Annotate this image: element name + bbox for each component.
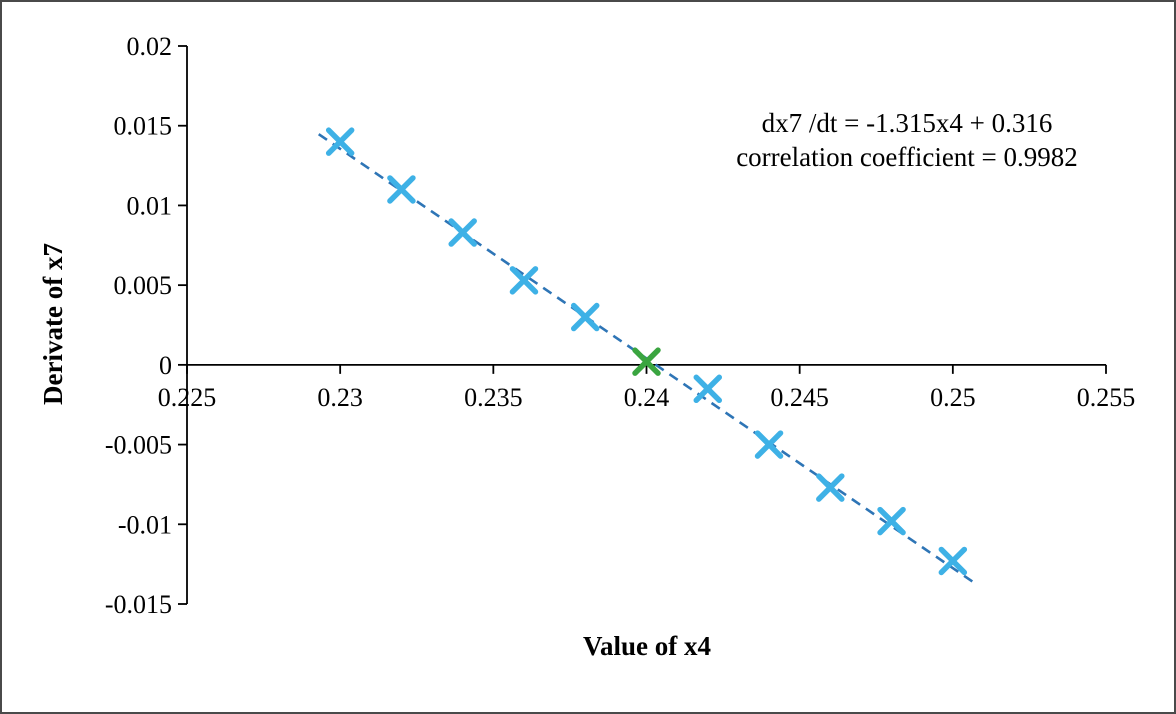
data-points-marker (693, 374, 723, 404)
y-tick-label: -0.005 (105, 431, 172, 460)
y-tick-label: 0 (159, 351, 172, 380)
x-tick-label: 0.235 (464, 383, 523, 412)
x-axis-title: Value of x4 (583, 631, 711, 661)
data-points-marker (325, 127, 355, 156)
x-tick-label: 0.25 (930, 383, 976, 412)
x-tick-label: 0.23 (317, 383, 363, 412)
data-points-marker (570, 302, 600, 332)
trendline-equation: dx7 /dt = -1.315x4 + 0.316 (762, 108, 1053, 138)
equilibrium-point-marker (632, 347, 661, 376)
y-tick-label: 0.01 (127, 191, 173, 220)
y-tick-label: 0.005 (114, 271, 173, 300)
data-points-marker (387, 175, 416, 204)
data-points-marker (754, 430, 784, 459)
data-points-marker (816, 473, 845, 502)
y-tick-label: -0.01 (118, 510, 172, 539)
y-tick-label: 0.02 (127, 32, 173, 61)
data-points-marker (448, 218, 477, 247)
correlation-coefficient: correlation coefficient = 0.9982 (736, 142, 1078, 172)
data-points-marker (509, 266, 539, 295)
x-tick-label: 0.24 (624, 383, 670, 412)
x-tick-label: 0.245 (770, 383, 829, 412)
y-tick-label: 0.015 (114, 112, 173, 141)
x-tick-label: 0.225 (158, 383, 217, 412)
data-points-marker (877, 506, 906, 536)
y-tick-label: -0.015 (105, 590, 172, 619)
x-tick-label: 0.255 (1077, 383, 1136, 412)
chart-plot-area: -0.015 -0.01 -0.005 0 0.005 0.01 0.015 0.02 0.22… (105, 32, 1135, 619)
data-points-marker (938, 546, 968, 576)
y-axis-title: Derivate of x7 (38, 243, 68, 405)
